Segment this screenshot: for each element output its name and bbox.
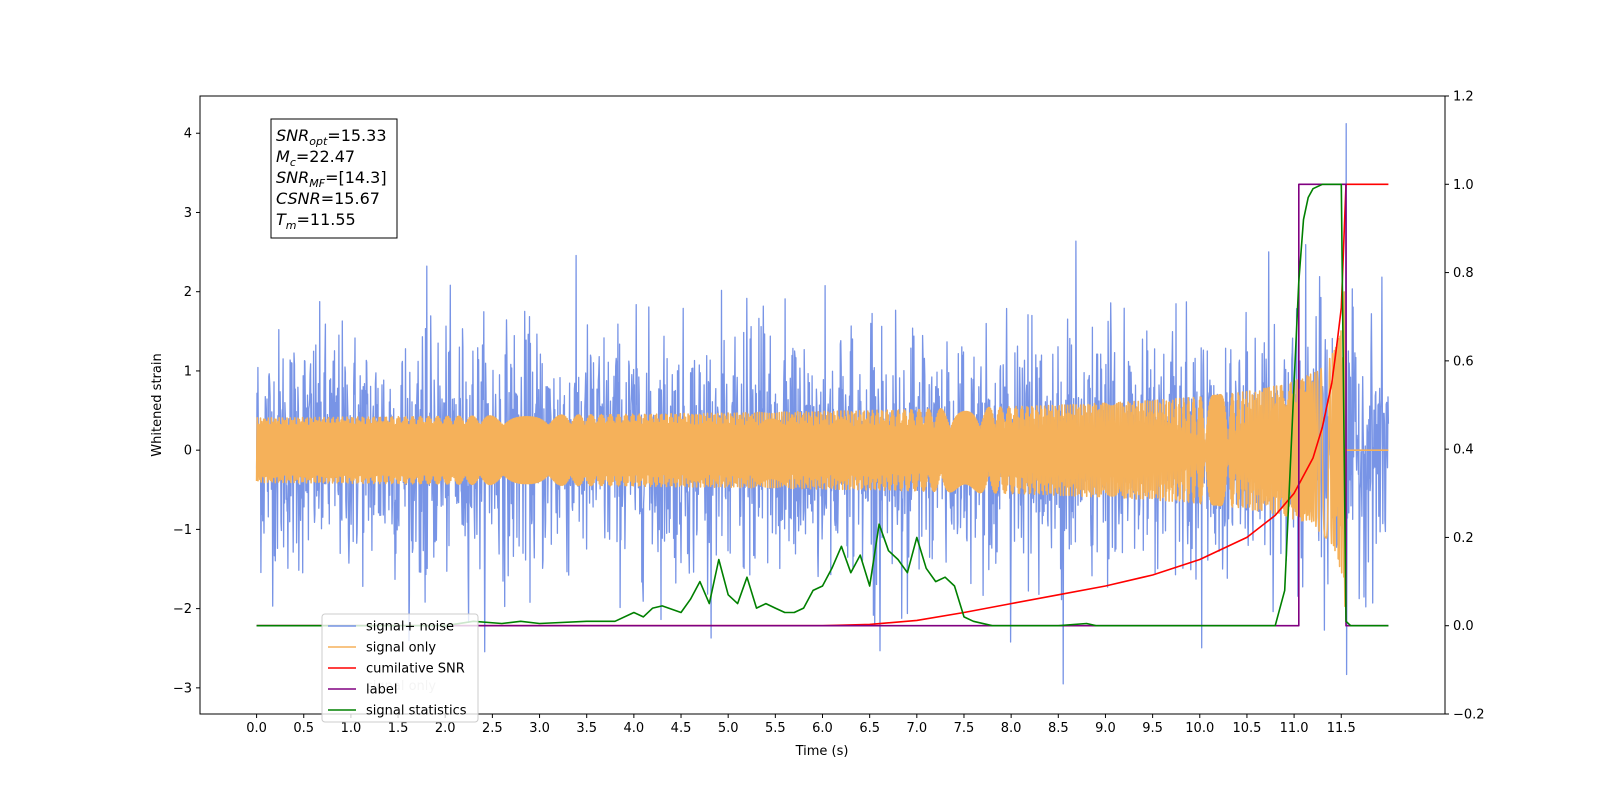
legend-frame <box>321 613 479 723</box>
series-line-signal-statistics <box>256 183 1389 627</box>
legend-entry: cumilative SNR <box>366 662 465 677</box>
y-tick-label: 1 <box>184 364 192 379</box>
x-tick-label: 7.5 <box>954 721 975 736</box>
y-tick-label: 2 <box>184 285 192 300</box>
legend-entry: signal only <box>366 641 436 656</box>
y2-tick-label: −0.2 <box>1453 708 1485 723</box>
annotation-border <box>270 118 398 239</box>
y-tick-label: 3 <box>184 206 192 221</box>
y2-tick-label: 0.2 <box>1453 531 1474 546</box>
x-tick-label: 9.0 <box>1095 721 1116 736</box>
y2-tick-label: 0.0 <box>1453 619 1474 634</box>
x-tick-label: 8.0 <box>1001 721 1022 736</box>
x-tick-label: 6.5 <box>859 721 880 736</box>
x-tick-label: 4.5 <box>671 721 692 736</box>
y-tick-label: 4 <box>184 127 192 142</box>
y2-tick-label: 1.0 <box>1453 178 1474 193</box>
annotation-line: CSNR=15.67 <box>276 189 380 208</box>
x-tick-label: 4.0 <box>624 721 645 736</box>
plot-area <box>255 123 1390 685</box>
annotation-line: SNRopt=15.33 <box>276 126 387 148</box>
y-tick-label: −3 <box>173 681 192 696</box>
x-tick-label: 2.5 <box>482 721 503 736</box>
legend-entry: signal+ noise <box>366 620 454 635</box>
x-tick-label: 2.0 <box>435 721 456 736</box>
legend-entry: label <box>366 683 397 698</box>
x-tick-label: 10.5 <box>1232 721 1261 736</box>
stats-annotation-box: SNRopt=15.33Mc=22.47SNRMF=[14.3]CSNR=15.… <box>270 118 398 239</box>
x-tick-label: 3.0 <box>529 721 550 736</box>
x-tick-label: 6.0 <box>812 721 833 736</box>
annotation-line: Tm=11.55 <box>276 210 356 232</box>
annotation-line: Mc=22.47 <box>276 147 355 169</box>
x-tick-label: 10.0 <box>1185 721 1214 736</box>
x-tick-label: 11.0 <box>1280 721 1309 736</box>
y-tick-label: −1 <box>173 523 192 538</box>
x-axis: 0.0 0.5 1.0 1.5 2.0 2.5 3.0 3.5 4.0 4.5 5.0 5.5 6.0 6… <box>246 714 1356 736</box>
x-tick-label: 5.5 <box>765 721 786 736</box>
y-axis-label: Whitened strain <box>150 353 165 456</box>
x-tick-label: 0.0 <box>246 721 267 736</box>
x-tick-label: 1.5 <box>388 721 409 736</box>
x-tick-label: 7.0 <box>906 721 927 736</box>
y2-tick-label: 0.8 <box>1453 266 1474 281</box>
y2-tick-label: 1.2 <box>1453 90 1474 105</box>
legend-entry: signal statistics <box>366 704 467 719</box>
x-tick-label: 0.5 <box>293 721 314 736</box>
x-tick-label: 8.5 <box>1048 721 1069 736</box>
x-tick-label: 3.5 <box>576 721 597 736</box>
y2-tick-label: 0.4 <box>1453 443 1474 458</box>
x-tick-label: 1.0 <box>341 721 362 736</box>
x-tick-label: 11.5 <box>1327 721 1356 736</box>
x-tick-label: 9.5 <box>1142 721 1163 736</box>
series-line-signal-only <box>255 291 1389 608</box>
y-tick-label: −2 <box>173 602 192 617</box>
y-axis-right: 1.2 1.0 0.8 0.6 0.4 0.2 0.0 −0.2 <box>1445 90 1485 723</box>
y-tick-label: 0 <box>184 444 192 459</box>
annotation-line: SNRMF=[14.3] <box>276 168 387 190</box>
y-axis-left: 4 3 2 1 0 −1 −2 −3 <box>173 127 200 696</box>
x-tick-label: 5.0 <box>718 721 739 736</box>
x-axis-label: Time (s) <box>795 744 849 759</box>
series-line-cumilative-snr <box>256 183 1389 627</box>
y2-tick-label: 0.6 <box>1453 354 1474 369</box>
